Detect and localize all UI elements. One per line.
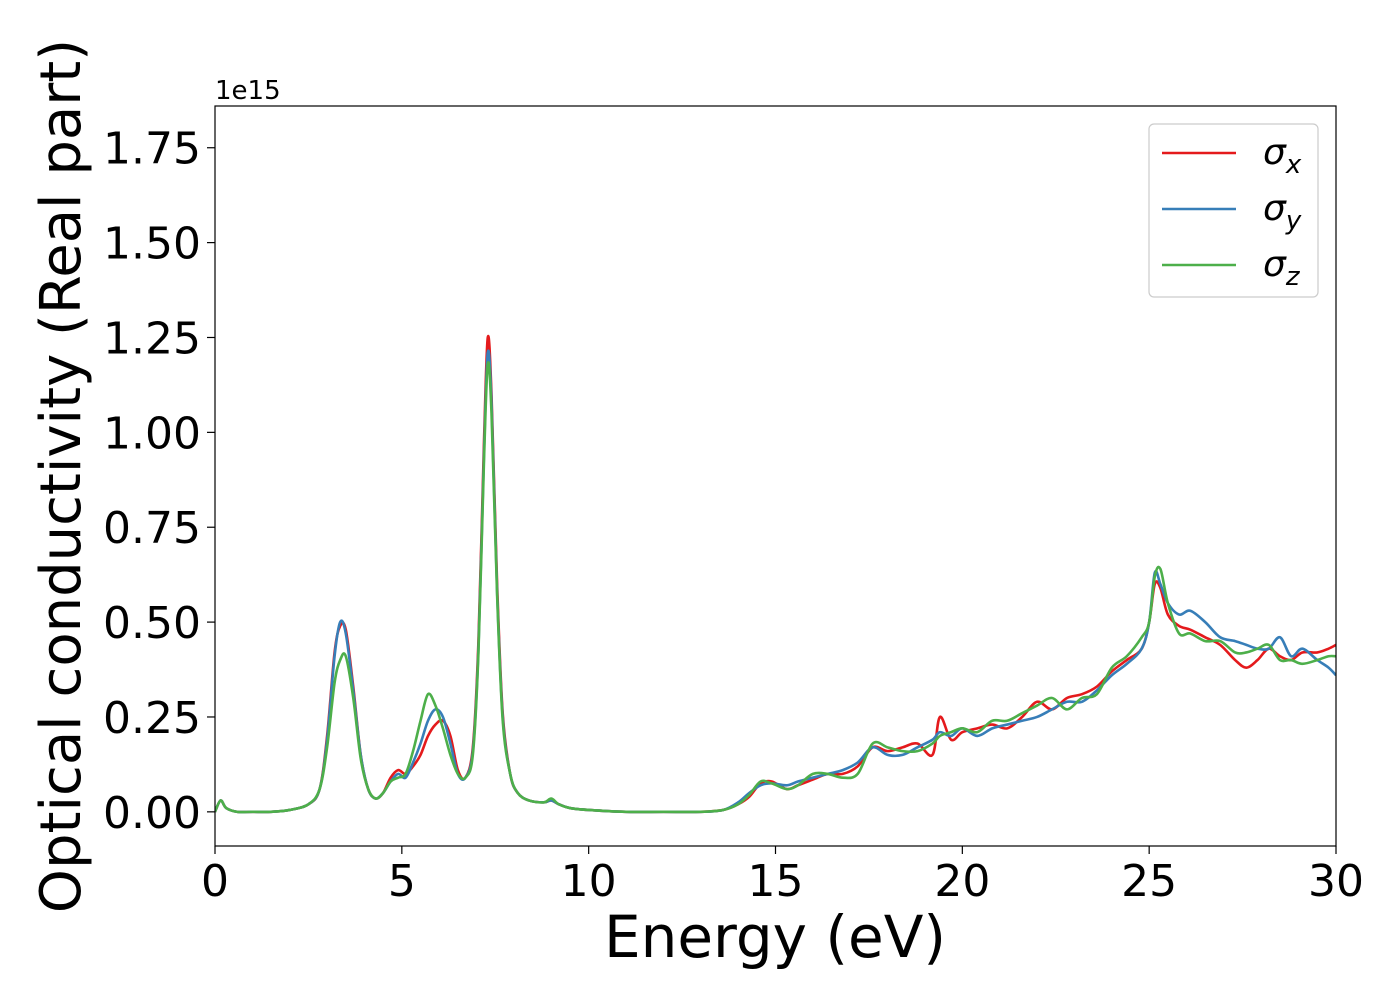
legend-subscript: x: [1285, 150, 1302, 180]
x-axis: 0 5 10 15 20 25 30: [201, 846, 1364, 907]
y-axis: 0.00 0.25 0.50 0.75 1.00 1.25 1.50 1.75: [103, 124, 215, 839]
x-tick-label: 25: [1121, 856, 1177, 907]
y-tick-label: 0.75: [103, 503, 201, 554]
x-tick-label: 0: [201, 856, 229, 907]
x-tick-label: 10: [561, 856, 617, 907]
x-axis-label: Energy (eV): [604, 903, 946, 971]
legend-label-z: σz: [1263, 244, 1301, 292]
y-tick-label: 0.00: [103, 788, 201, 839]
x-tick-label: 5: [388, 856, 416, 907]
legend-subscript: z: [1285, 262, 1301, 292]
series-line-z: [215, 361, 1336, 814]
legend-label-x: σx: [1263, 132, 1302, 180]
legend-symbol: σ: [1263, 188, 1287, 229]
legend-symbol: σ: [1263, 244, 1287, 285]
y-tick-label: 1.50: [103, 219, 201, 270]
y-axis-label: Optical conductivity (Real part): [29, 39, 94, 913]
x-tick-label: 30: [1308, 856, 1364, 907]
legend-subscript: y: [1285, 206, 1302, 236]
y-tick-label: 1.75: [103, 124, 201, 175]
legend-box: [1148, 123, 1319, 298]
series-layer: [215, 334, 1336, 814]
x-tick-label: 20: [934, 856, 990, 907]
legend-symbol: σ: [1263, 132, 1287, 173]
y-tick-label: 1.00: [103, 408, 201, 459]
y-tick-label: 0.50: [103, 598, 201, 649]
y-tick-label: 1.25: [103, 313, 201, 364]
y-tick-label: 0.25: [103, 693, 201, 744]
y-offset-text: 1e15: [215, 76, 281, 106]
legend-label-y: σy: [1263, 188, 1302, 236]
x-tick-label: 15: [748, 856, 804, 907]
